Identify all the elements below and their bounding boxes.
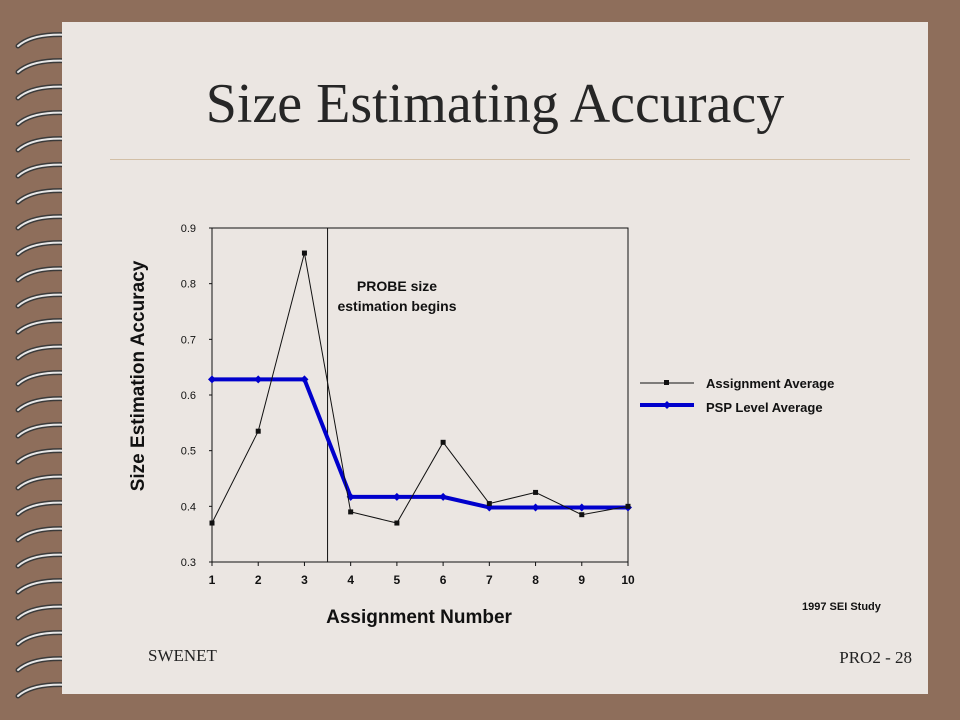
x-tick-label: 7 bbox=[486, 573, 493, 587]
assignment-average-line bbox=[211, 252, 629, 524]
assignment-average-point bbox=[579, 512, 585, 518]
psp-level-line bbox=[212, 377, 628, 510]
psp-level-point bbox=[392, 492, 401, 501]
x-tick-label: 2 bbox=[255, 573, 262, 587]
x-tick-label: 10 bbox=[621, 573, 635, 587]
footer-org: SWENET bbox=[148, 646, 217, 665]
slide-page bbox=[62, 22, 928, 694]
slide-title: Size Estimating Accuracy bbox=[205, 73, 785, 135]
legend-psp-marker bbox=[663, 401, 671, 409]
psp-level-point bbox=[300, 375, 309, 384]
x-tick-label: 8 bbox=[532, 573, 539, 587]
x-tick-label: 9 bbox=[578, 573, 585, 587]
x-tick-label: 1 bbox=[209, 573, 216, 587]
assignment-average-point bbox=[209, 520, 215, 526]
y-tick-label: 0.5 bbox=[181, 446, 196, 458]
legend-assignment-marker bbox=[664, 380, 669, 385]
y-axis-ticks: 0.3 0.4 0.5 0.6 0.7 0.8 0.9 bbox=[181, 223, 212, 569]
x-tick-label: 6 bbox=[440, 573, 447, 587]
y-axis-title: Size Estimation Accuracy bbox=[128, 260, 149, 491]
legend: Assignment Average PSP Level Average bbox=[640, 376, 834, 415]
x-axis-ticks: 1 2 3 4 5 6 7 8 9 10 bbox=[209, 562, 635, 587]
psp-level-point bbox=[531, 503, 540, 512]
assignment-average-point bbox=[486, 501, 492, 507]
x-tick-label: 4 bbox=[347, 573, 354, 587]
y-tick-label: 0.3 bbox=[181, 557, 196, 569]
assignment-average-point bbox=[348, 509, 354, 515]
source-note: 1997 SEI Study bbox=[802, 601, 882, 613]
legend-assignment-label: Assignment Average bbox=[706, 376, 834, 391]
assignment-average-point bbox=[394, 520, 400, 526]
probe-annotation-line-1: PROBE size bbox=[357, 278, 437, 294]
assignment-average-point bbox=[533, 489, 539, 495]
probe-annotation-line-2: estimation begins bbox=[337, 298, 456, 314]
psp-level-point bbox=[254, 375, 263, 384]
y-tick-label: 0.9 bbox=[181, 223, 196, 235]
psp-level-point bbox=[439, 492, 448, 501]
assignment-average-point bbox=[625, 503, 631, 509]
x-tick-label: 3 bbox=[301, 573, 308, 587]
y-tick-label: 0.8 bbox=[181, 279, 196, 291]
x-tick-label: 5 bbox=[394, 573, 401, 587]
footer-page-number: PRO2 - 28 bbox=[839, 648, 912, 667]
x-axis-title: Assignment Number bbox=[326, 607, 512, 628]
assignment-average-point bbox=[440, 439, 446, 445]
psp-level-point bbox=[577, 503, 586, 512]
assignment-average-point bbox=[255, 428, 261, 434]
y-tick-label: 0.6 bbox=[181, 390, 196, 402]
psp-level-point bbox=[208, 375, 216, 384]
assignment-average-point bbox=[301, 250, 307, 256]
y-tick-label: 0.7 bbox=[181, 334, 196, 346]
y-tick-label: 0.4 bbox=[181, 501, 196, 513]
series-group bbox=[208, 250, 632, 526]
legend-psp-label: PSP Level Average bbox=[706, 400, 823, 415]
title-divider bbox=[110, 159, 910, 160]
